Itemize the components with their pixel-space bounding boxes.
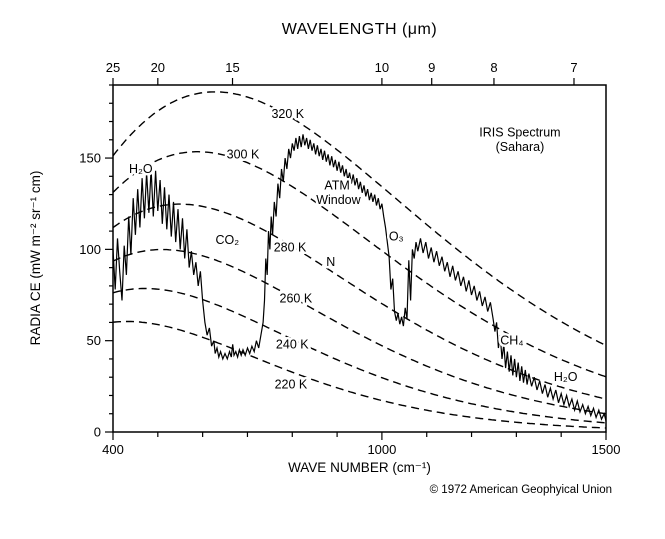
- annotation-atm-line2: Window: [316, 193, 361, 207]
- blackbody-curve-320K: [112, 91, 607, 347]
- x-tick-label: 1500: [592, 442, 621, 457]
- annotation-temp-300: 300 K: [227, 147, 260, 161]
- annotation-temp-240: 240 K: [276, 337, 309, 351]
- annotation-co2: CO₂: [215, 233, 239, 247]
- x-tick-label: 1000: [367, 442, 396, 457]
- iris-spectrum-curve: [112, 134, 607, 422]
- blackbody-curve-280K: [112, 203, 607, 400]
- plot-frame: [112, 84, 607, 433]
- top-tick-label: 25: [106, 60, 120, 75]
- annotation-temp-320: 320 K: [271, 107, 304, 121]
- top-tick-label: 10: [375, 60, 389, 75]
- annotation-o3: O₃: [389, 230, 404, 244]
- top-tick-label: 7: [570, 60, 577, 75]
- top-axis-title: WAVELENGTH (μm): [281, 21, 438, 38]
- annotation-temp-220: 220 K: [275, 378, 308, 392]
- top-tick-label: 20: [151, 60, 165, 75]
- y-tick-label: 0: [94, 425, 101, 440]
- blackbody-curve-300K: [112, 151, 607, 378]
- y-tick-label: 100: [79, 242, 101, 257]
- annotation-temp-280: 280 K: [274, 241, 307, 255]
- y-tick-label: 150: [79, 151, 101, 166]
- y-tick-label: 50: [87, 333, 101, 348]
- copyright-note: © 1972 American Geophyical Union: [429, 484, 612, 496]
- annotation-atm-line1: ATM: [324, 178, 349, 192]
- blackbody-curve-240K: [112, 287, 607, 424]
- top-tick-label: 8: [490, 60, 497, 75]
- x-axis-title: WAVE NUMBER (cm⁻¹): [288, 460, 431, 475]
- top-tick-label: 15: [225, 60, 239, 75]
- blackbody-curve-260K: [112, 248, 607, 415]
- annotation-n-label: N: [326, 255, 335, 269]
- top-tick-label: 9: [428, 60, 435, 75]
- annotation-iris-line2: (Sahara): [496, 140, 545, 154]
- annotation-iris-line1: IRIS Spectrum: [479, 125, 560, 139]
- annotation-h2o-right: H₂O: [554, 370, 578, 384]
- annotation-h2o-left: H₂O: [129, 162, 153, 176]
- annotation-temp-260: 260 K: [280, 292, 313, 306]
- x-tick-label: 400: [102, 442, 124, 457]
- blackbody-curve-220K: [112, 320, 607, 429]
- annotation-ch4: CH₄: [500, 334, 523, 348]
